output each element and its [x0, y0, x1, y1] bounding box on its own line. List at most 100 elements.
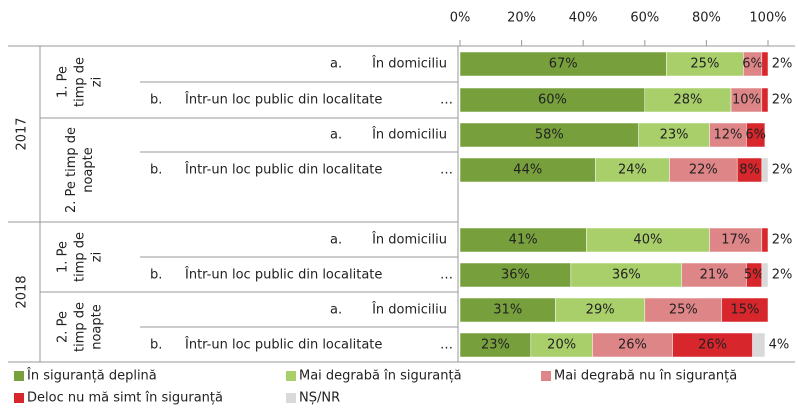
period-label: timp de	[73, 57, 88, 107]
legend-label: Mai degrabă în siguranță	[299, 369, 462, 384]
year-label: 2017	[15, 117, 30, 150]
period-label: zi	[90, 77, 105, 87]
bar-segment	[459, 51, 667, 77]
bar-segment	[586, 227, 710, 253]
x-tick-label: 0%	[450, 11, 471, 26]
bar-segment	[709, 122, 747, 148]
x-tick-label: 80%	[692, 11, 721, 26]
period-label: 1. Pe	[56, 66, 71, 98]
data-label: 44%	[513, 163, 542, 178]
bar-segment	[459, 157, 596, 183]
item-label: Într-un loc public din localitate	[184, 162, 382, 178]
data-label: 6%	[745, 128, 766, 143]
data-label: 22%	[689, 163, 718, 178]
legend-swatch	[541, 371, 551, 381]
data-label: 8%	[739, 163, 760, 178]
item-label: Într-un loc public din localitate	[184, 337, 382, 353]
data-label: 12%	[714, 128, 743, 143]
bar-segment	[761, 157, 769, 183]
item-letter: b.	[150, 163, 162, 178]
bar-segment	[459, 87, 646, 113]
legend-swatch	[14, 393, 24, 403]
data-label: 26%	[618, 338, 647, 353]
data-label: 20%	[547, 338, 576, 353]
bar-segment	[709, 227, 763, 253]
data-label: 6%	[742, 57, 763, 72]
bar-segment	[752, 332, 766, 358]
item-label: În domiciliu	[371, 127, 447, 143]
item-letter: a.	[330, 57, 342, 72]
item-letter: b.	[150, 268, 162, 283]
bar-segment	[761, 227, 769, 253]
period-label: zi	[90, 252, 105, 262]
data-label: 10%	[732, 93, 761, 108]
year-label: 2018	[15, 275, 30, 308]
item-label: În domiciliu	[371, 232, 447, 248]
item-label: În domiciliu	[371, 302, 447, 318]
item-letter: b.	[150, 93, 162, 108]
data-label: 23%	[660, 128, 689, 143]
item-letter: a.	[330, 233, 342, 248]
data-label: 67%	[549, 57, 578, 72]
x-tick-label: 100%	[749, 11, 786, 26]
data-label: 31%	[493, 303, 522, 318]
bar-segment	[681, 262, 747, 288]
data-label: 36%	[612, 268, 641, 283]
data-label: 17%	[721, 233, 750, 248]
legend-swatch	[14, 371, 24, 381]
x-tick-label: 60%	[630, 11, 659, 26]
data-label: 5%	[744, 268, 765, 283]
data-label: 15%	[730, 303, 759, 318]
data-label: 2%	[772, 268, 793, 283]
item-letter: a.	[330, 303, 342, 318]
period-label: 1. Pe	[56, 241, 71, 273]
bar-segment	[570, 262, 683, 288]
data-label: 41%	[509, 233, 538, 248]
period-label: noapte	[81, 147, 96, 193]
bar-segment	[666, 51, 744, 77]
data-label: 40%	[633, 233, 662, 248]
item-label: Într-un loc public din localitate	[184, 92, 382, 108]
data-label: 4%	[769, 338, 790, 353]
bar-segment	[761, 51, 769, 77]
data-label: 24%	[618, 163, 647, 178]
data-label: 28%	[673, 93, 702, 108]
bar-segment	[459, 122, 639, 148]
legend-label: Deloc nu mă simt în siguranță	[27, 391, 223, 406]
ellipsis: …	[440, 268, 453, 283]
data-label: 26%	[698, 338, 727, 353]
item-letter: a.	[330, 128, 342, 143]
period-label: timp de	[73, 302, 88, 352]
period-label: noapte	[90, 304, 105, 350]
bar-segment	[644, 297, 723, 323]
data-label: 36%	[501, 268, 530, 283]
data-label: 25%	[669, 303, 698, 318]
ellipsis: …	[440, 163, 453, 178]
bar-segment	[761, 87, 769, 113]
bar-segment	[761, 262, 769, 288]
legend-label: În siguranță deplină	[26, 368, 157, 384]
bar-segment	[595, 157, 670, 183]
ellipsis: …	[440, 93, 453, 108]
bar-segment	[592, 332, 673, 358]
legend-label: NȘ/NR	[299, 391, 340, 406]
data-label: 2%	[772, 93, 793, 108]
period-label: timp de	[73, 232, 88, 282]
bar-segment	[459, 297, 556, 323]
bar-segment	[459, 332, 532, 358]
data-label: 2%	[772, 57, 793, 72]
x-tick-label: 20%	[507, 11, 536, 26]
data-label: 23%	[481, 338, 510, 353]
data-label: 29%	[586, 303, 615, 318]
item-label: În domiciliu	[371, 56, 447, 72]
bar-segment	[459, 262, 572, 288]
bar-segment	[746, 122, 766, 148]
bar-segment	[721, 297, 769, 323]
data-label: 2%	[772, 163, 793, 178]
data-label: 25%	[690, 57, 719, 72]
legend-swatch	[286, 393, 296, 403]
x-tick-label: 40%	[569, 11, 598, 26]
period-label: 2. Pe timp de	[64, 127, 79, 213]
data-label: 60%	[538, 93, 567, 108]
legend-label: Mai degrabă nu în siguranță	[554, 369, 737, 384]
